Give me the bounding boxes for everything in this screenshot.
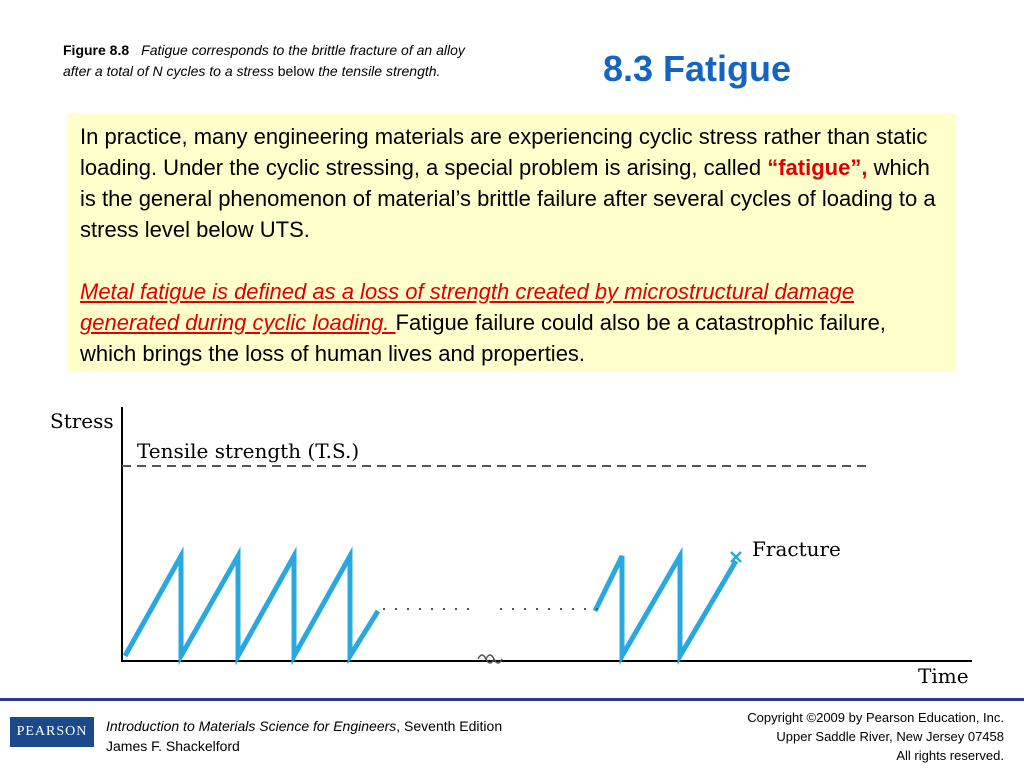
fatigue-highlight: “fatigue”, [767, 155, 868, 180]
fracture-mark-icon [730, 551, 742, 563]
address-line: Upper Saddle River, New Jersey 07458 [776, 729, 1004, 744]
figure-label: Figure 8.8 [63, 42, 130, 58]
figure-caption: Figure 8.8 Fatigue corresponds to the bri… [63, 40, 483, 82]
footer-divider [0, 698, 1024, 701]
y-axis-label: Stress [50, 409, 114, 433]
paragraph-1: In practice, many engineering materials … [80, 121, 944, 245]
p2-text-end: Fatigue failure could also be a catastro… [80, 310, 886, 366]
p1-text-end: which is the general phenomenon of mater… [80, 155, 936, 242]
definition-underlined: Metal fatigue is defined as a loss of st… [80, 279, 855, 335]
body-textbox: In practice, many engineering materials … [68, 113, 956, 372]
caption-plain-text: below [277, 63, 315, 79]
rights-line: All rights reserved. [896, 748, 1004, 763]
book-title: Introduction to Materials Science for En… [106, 718, 397, 734]
cyclic-stress-series-end [592, 546, 739, 666]
book-author: James F. Shackelford [106, 738, 240, 754]
paragraph-2: Metal fatigue is defined as a loss of st… [80, 276, 944, 369]
x-axis-label: Time [918, 664, 969, 688]
book-citation: Introduction to Materials Science for En… [106, 716, 502, 756]
cyclic-stress-series-start [122, 546, 381, 666]
pearson-logo: PEARSON [10, 717, 94, 747]
p1-text-start: In practice, many engineering materials … [80, 124, 928, 180]
copyright-notice: Copyright ©2009 by Pearson Education, In… [747, 708, 1004, 765]
book-edition: , Seventh Edition [396, 718, 503, 734]
axis-break-icon [477, 654, 503, 664]
slide-title: 8.3 Fatigue [603, 48, 792, 89]
tensile-strength-label: Tensile strength (T.S.) [137, 439, 359, 463]
fatigue-stress-time-chart: Stress Time Tensile strength (T.S.) Frac… [50, 407, 972, 688]
fracture-label: Fracture [752, 537, 841, 561]
caption-italic-text: Fatigue corresponds to the brittle fract… [63, 42, 465, 79]
copyright-line: Copyright ©2009 by Pearson Education, In… [747, 710, 1004, 725]
caption-italic-end: the tensile strength. [318, 63, 441, 79]
